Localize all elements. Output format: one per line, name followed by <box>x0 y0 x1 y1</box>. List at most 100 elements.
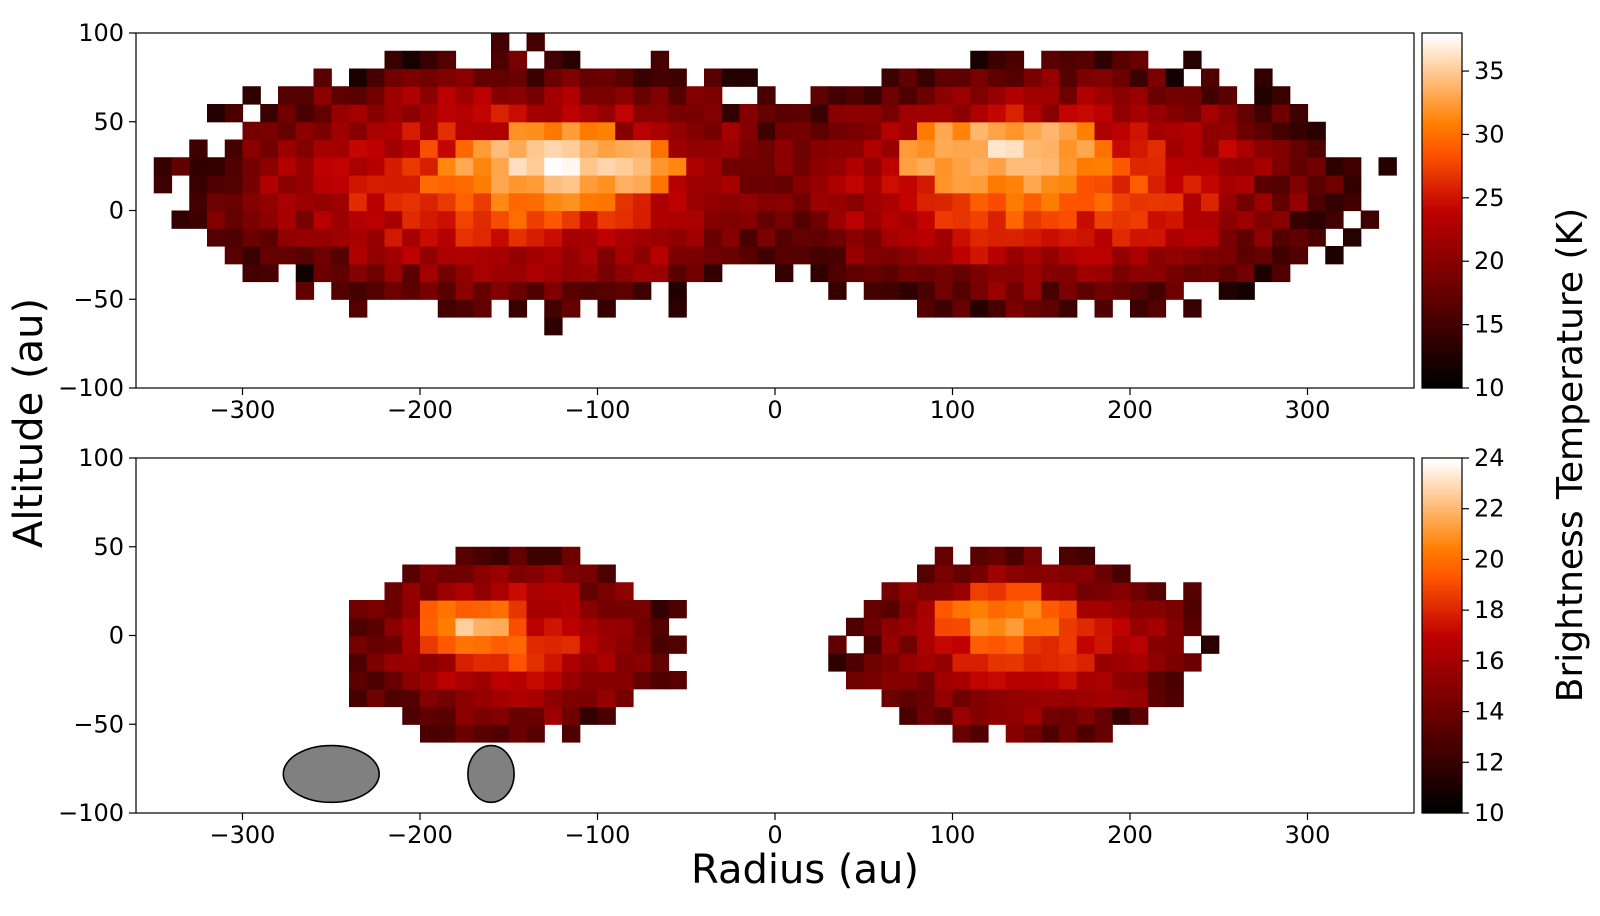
heatmap-cell <box>988 228 1007 247</box>
heatmap-cell <box>1076 175 1096 194</box>
heatmap-cell <box>1059 121 1078 141</box>
heatmap-cell <box>970 175 989 194</box>
heatmap-cell <box>757 246 776 265</box>
colorbar-step <box>1422 667 1462 672</box>
heatmap-cell <box>863 139 883 158</box>
heatmap-cell <box>1059 688 1078 708</box>
heatmap-cell <box>579 688 599 708</box>
heatmap-cell <box>473 246 492 265</box>
heatmap-cell <box>224 175 244 194</box>
heatmap-cell <box>1325 157 1344 176</box>
heatmap-cell <box>1076 582 1096 601</box>
heatmap-cell <box>1059 281 1078 300</box>
heatmap-cell <box>615 600 634 619</box>
heatmap-cell <box>828 139 847 158</box>
heatmap-cell <box>1023 228 1042 247</box>
heatmap-cell <box>757 104 776 123</box>
heatmap-cell <box>384 635 403 654</box>
heatmap-cell <box>952 564 971 583</box>
heatmap-cell <box>704 175 723 194</box>
heatmap-cell <box>1343 228 1362 247</box>
heatmap-cell <box>597 210 616 229</box>
heatmap-cell <box>420 706 439 725</box>
heatmap-cell <box>615 86 634 105</box>
heatmap-cell <box>579 653 599 672</box>
colorbar-step <box>1422 214 1462 219</box>
heatmap-cell <box>508 706 528 725</box>
heatmap-cell <box>1005 546 1025 566</box>
heatmap-cell <box>437 688 457 708</box>
heatmap-cell <box>988 671 1007 690</box>
heatmap-cell <box>952 121 971 141</box>
colorbar-tick-label: 14 <box>1474 698 1505 726</box>
heatmap-cell <box>579 263 599 283</box>
colorbar-step <box>1422 267 1462 272</box>
heatmap-cell <box>508 617 528 637</box>
colorbar-step <box>1422 281 1462 286</box>
heatmap-cell <box>313 121 332 141</box>
heatmap-cell <box>1041 281 1060 300</box>
heatmap-cell <box>1076 688 1096 708</box>
heatmap-cell <box>1254 192 1273 212</box>
heatmap-cell <box>1059 724 1078 743</box>
heatmap-cell <box>952 157 971 176</box>
heatmap-cell <box>331 192 350 212</box>
colorbar-step <box>1422 93 1462 98</box>
colorbar-step <box>1422 118 1462 123</box>
heatmap-cell <box>491 688 510 708</box>
heatmap-cell <box>508 564 528 583</box>
heatmap-cell <box>686 139 705 158</box>
x-tick-label: 200 <box>1107 821 1153 849</box>
heatmap-cell <box>988 246 1007 265</box>
heatmap-cell <box>1094 139 1113 158</box>
heatmap-cell <box>1307 121 1326 141</box>
heatmap-cell <box>1289 192 1309 212</box>
heatmap-cell <box>491 228 510 247</box>
heatmap-cell <box>899 281 918 300</box>
heatmap-cell <box>1094 210 1113 229</box>
heatmap-cell <box>1023 104 1042 123</box>
heatmap-cell <box>1272 139 1291 158</box>
heatmap-cell <box>668 299 687 318</box>
colorbar-step <box>1422 557 1462 562</box>
heatmap-cell <box>579 104 599 123</box>
heatmap-cell <box>437 157 457 176</box>
heatmap-cell <box>526 688 545 708</box>
heatmap-cell <box>526 228 545 247</box>
heatmap-cell <box>420 50 439 70</box>
heatmap-cell <box>260 104 279 123</box>
heatmap-cell <box>775 157 794 176</box>
heatmap-cell <box>278 157 297 176</box>
heatmap-cell <box>1041 175 1060 194</box>
heatmap-cell <box>828 86 847 105</box>
colorbar-step <box>1422 788 1462 793</box>
heatmap-cell <box>1201 86 1220 105</box>
heatmap-cell <box>1147 688 1167 708</box>
heatmap-cell <box>526 564 545 583</box>
heatmap-cell <box>473 724 492 743</box>
heatmap-cell <box>1112 192 1131 212</box>
heatmap-cell <box>242 192 261 212</box>
heatmap-cell <box>1165 246 1184 265</box>
heatmap-cell <box>881 635 900 654</box>
heatmap-cell <box>988 299 1007 318</box>
heatmap-cell <box>899 104 918 123</box>
colorbar-step <box>1422 79 1462 84</box>
heatmap-cell <box>668 192 687 212</box>
heatmap-cell <box>1236 192 1255 212</box>
colorbar-step <box>1422 288 1462 293</box>
heatmap-cell <box>952 68 971 87</box>
heatmap-cell <box>650 157 670 176</box>
heatmap-cell <box>917 671 936 690</box>
heatmap-cell <box>384 86 403 105</box>
colorbar-step <box>1422 660 1462 665</box>
heatmap-cell <box>1307 192 1326 212</box>
heatmap-cell <box>1094 121 1113 141</box>
heatmap-cell <box>366 617 386 637</box>
heatmap-cell <box>686 104 705 123</box>
heatmap-cell <box>1041 246 1060 265</box>
heatmap-cell <box>437 104 457 123</box>
heatmap-cell <box>899 121 918 141</box>
heatmap-cell <box>491 139 510 158</box>
heatmap-cell <box>952 653 971 672</box>
